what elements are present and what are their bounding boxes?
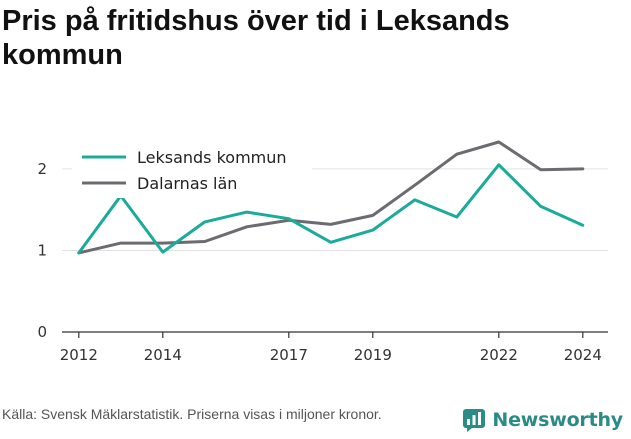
x-tick-label: 2019 xyxy=(354,346,392,364)
y-tick-label: 1 xyxy=(37,241,47,259)
legend-entry: Dalarnas län xyxy=(137,174,237,193)
series-lines xyxy=(77,140,585,255)
brand-name: Newsworthy xyxy=(492,409,623,431)
x-tick-label: 2022 xyxy=(480,346,518,364)
legend: Leksands kommun Dalarnas län xyxy=(72,142,312,198)
legend-background xyxy=(72,142,312,198)
y-tick-label: 2 xyxy=(37,160,47,178)
series-line-dalarnas-län xyxy=(77,140,585,255)
x-tick-label: 2024 xyxy=(564,346,602,364)
series-line-leksands-kommun xyxy=(77,163,585,255)
chart-title: Pris på fritidshus över tid i Leksands k… xyxy=(2,5,510,71)
x-tick-label: 2014 xyxy=(144,346,182,364)
x-tick-label: 2017 xyxy=(270,346,308,364)
x-tick-label: 2012 xyxy=(60,346,98,364)
legend-entry: Leksands kommun xyxy=(137,148,287,167)
y-tick-label: 0 xyxy=(37,323,47,341)
newsworthy-icon xyxy=(463,409,486,432)
axes: 0 1 2 2012 2014 2017 2019 2022 2024 xyxy=(37,160,608,364)
source-note: Källa: Svensk Mäklarstatistik. Priserna … xyxy=(2,406,382,422)
brand-logo: Newsworthy xyxy=(462,408,623,432)
